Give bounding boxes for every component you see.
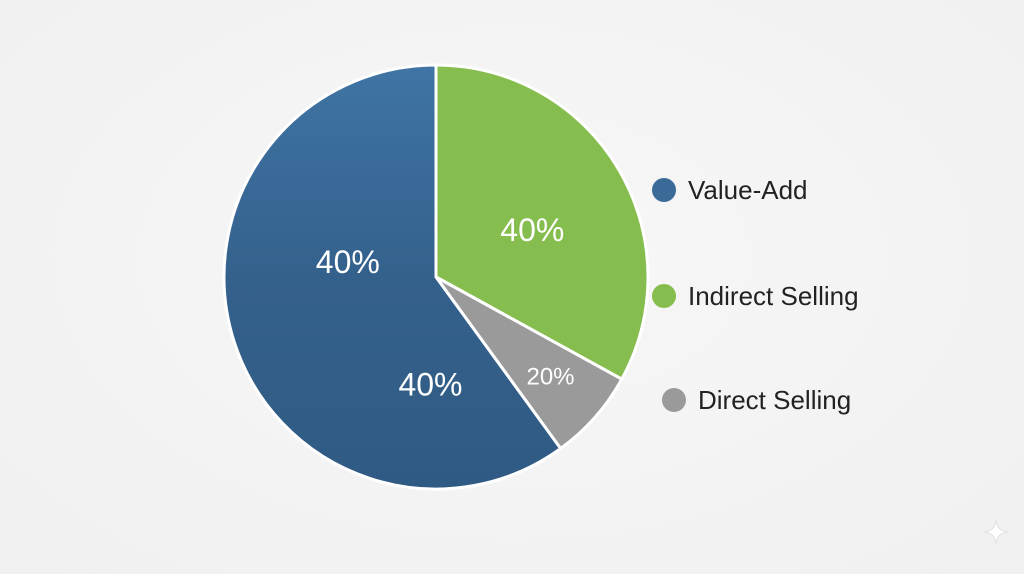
pie-slice-value-add [222, 63, 563, 491]
legend-item-direct-selling: Direct Selling [662, 380, 851, 420]
legend-item-value-add: Value-Add [652, 170, 808, 210]
pie-slice-label: 40% [398, 367, 462, 403]
legend-swatch-indirect-selling [652, 284, 676, 308]
legend-item-indirect-selling: Indirect Selling [652, 276, 859, 316]
legend-label-direct-selling: Direct Selling [698, 384, 852, 415]
pie-slices [222, 63, 650, 491]
sparkle-icon [983, 519, 1009, 545]
legend-swatch-value-add [652, 178, 676, 202]
pie-slice-labels: 40% 40% 40% 20% [316, 212, 575, 402]
pie-slice-label: 40% [500, 212, 564, 248]
legend-label-value-add: Value-Add [688, 174, 808, 205]
pie-slice-label: 40% [316, 244, 380, 280]
legend-label-indirect-selling: Indirect Selling [688, 280, 859, 311]
legend-swatch-direct-selling [662, 388, 686, 412]
pie-slice-indirect-selling [434, 63, 650, 382]
pie-slice-label: 20% [526, 363, 574, 390]
